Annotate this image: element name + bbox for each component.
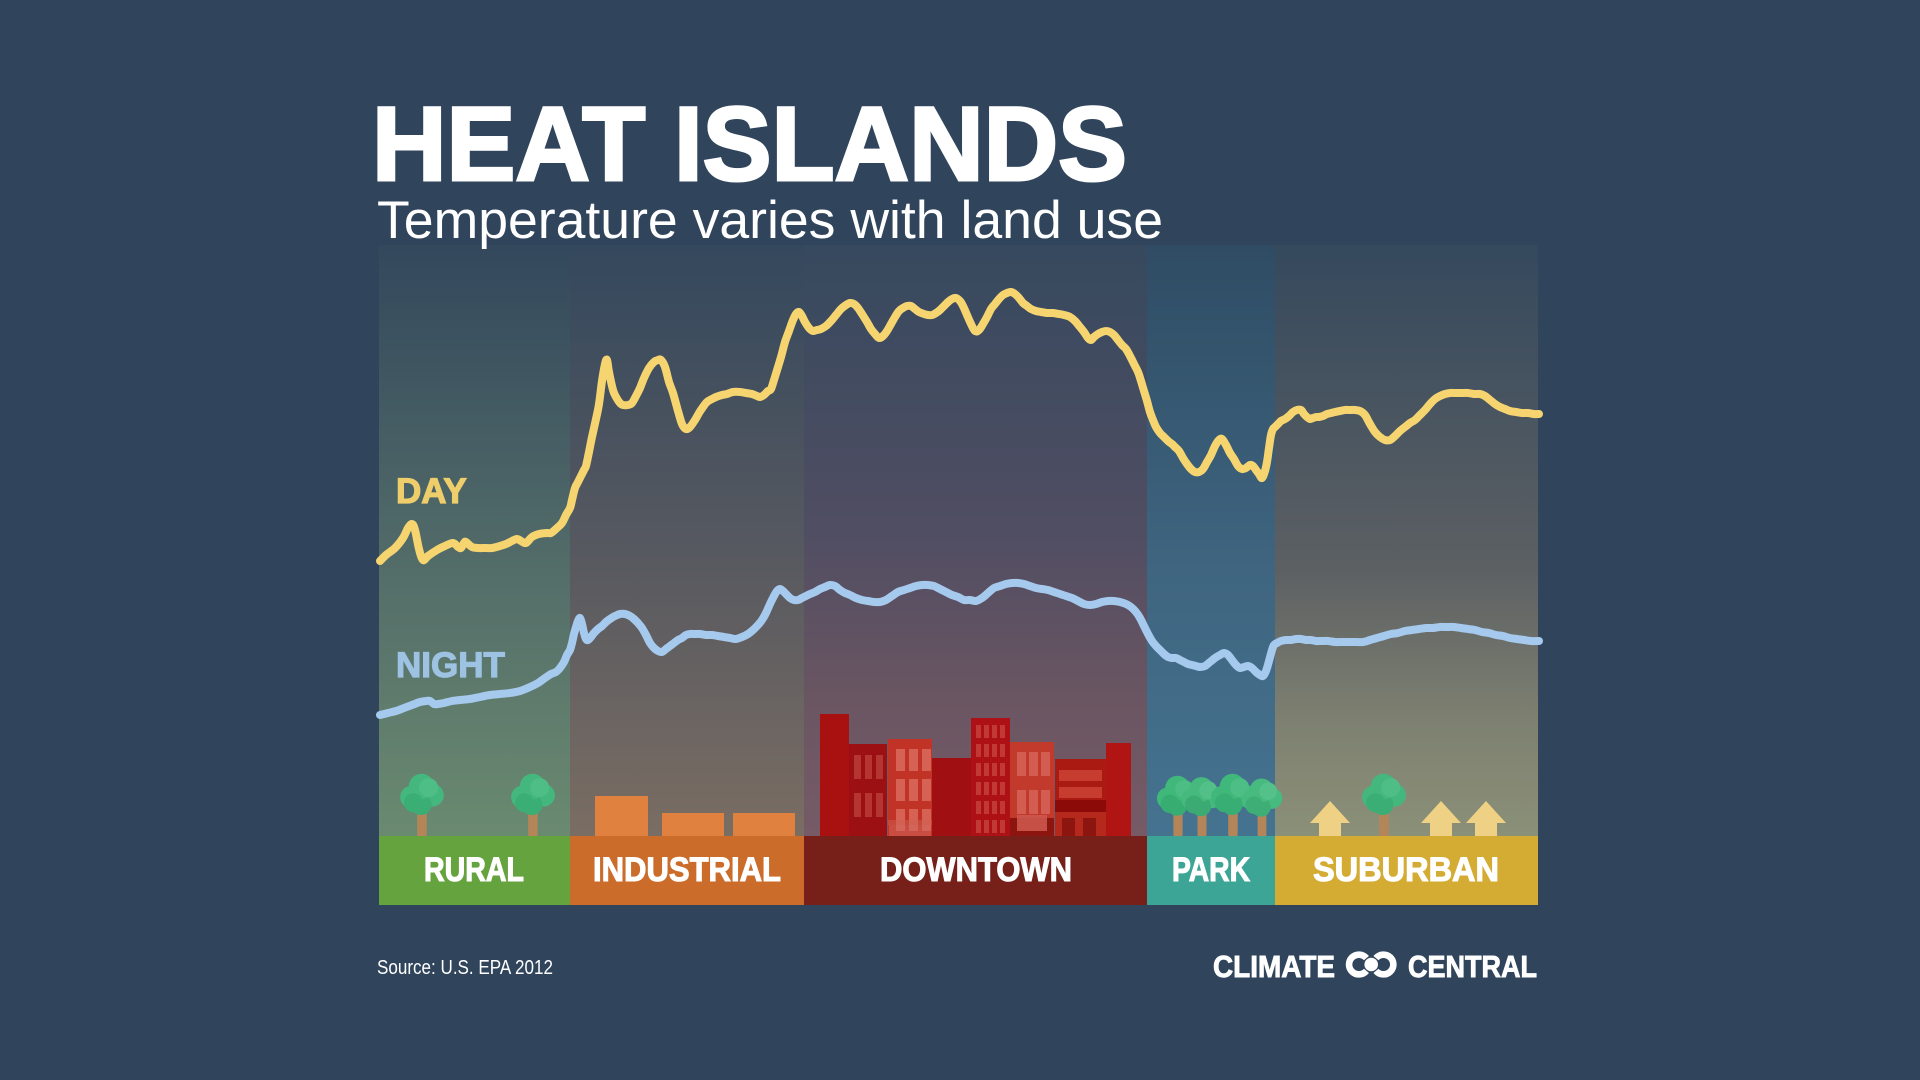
svg-text:DOWNTOWN: DOWNTOWN — [880, 851, 1072, 889]
svg-text:CENTRAL: CENTRAL — [1408, 949, 1537, 984]
svg-text:Temperature varies with land u: Temperature varies with land use — [377, 191, 1163, 250]
svg-text:HEAT ISLANDS: HEAT ISLANDS — [372, 86, 1127, 203]
svg-text:CLIMATE: CLIMATE — [1213, 949, 1335, 984]
svg-text:INDUSTRIAL: INDUSTRIAL — [593, 851, 781, 889]
svg-text:Source: U.S. EPA 2012: Source: U.S. EPA 2012 — [377, 957, 553, 979]
svg-text:RURAL: RURAL — [424, 851, 524, 889]
svg-text:PARK: PARK — [1172, 851, 1250, 889]
svg-text:DAY: DAY — [396, 472, 467, 511]
svg-text:NIGHT: NIGHT — [396, 646, 505, 685]
svg-text:SUBURBAN: SUBURBAN — [1313, 851, 1499, 889]
